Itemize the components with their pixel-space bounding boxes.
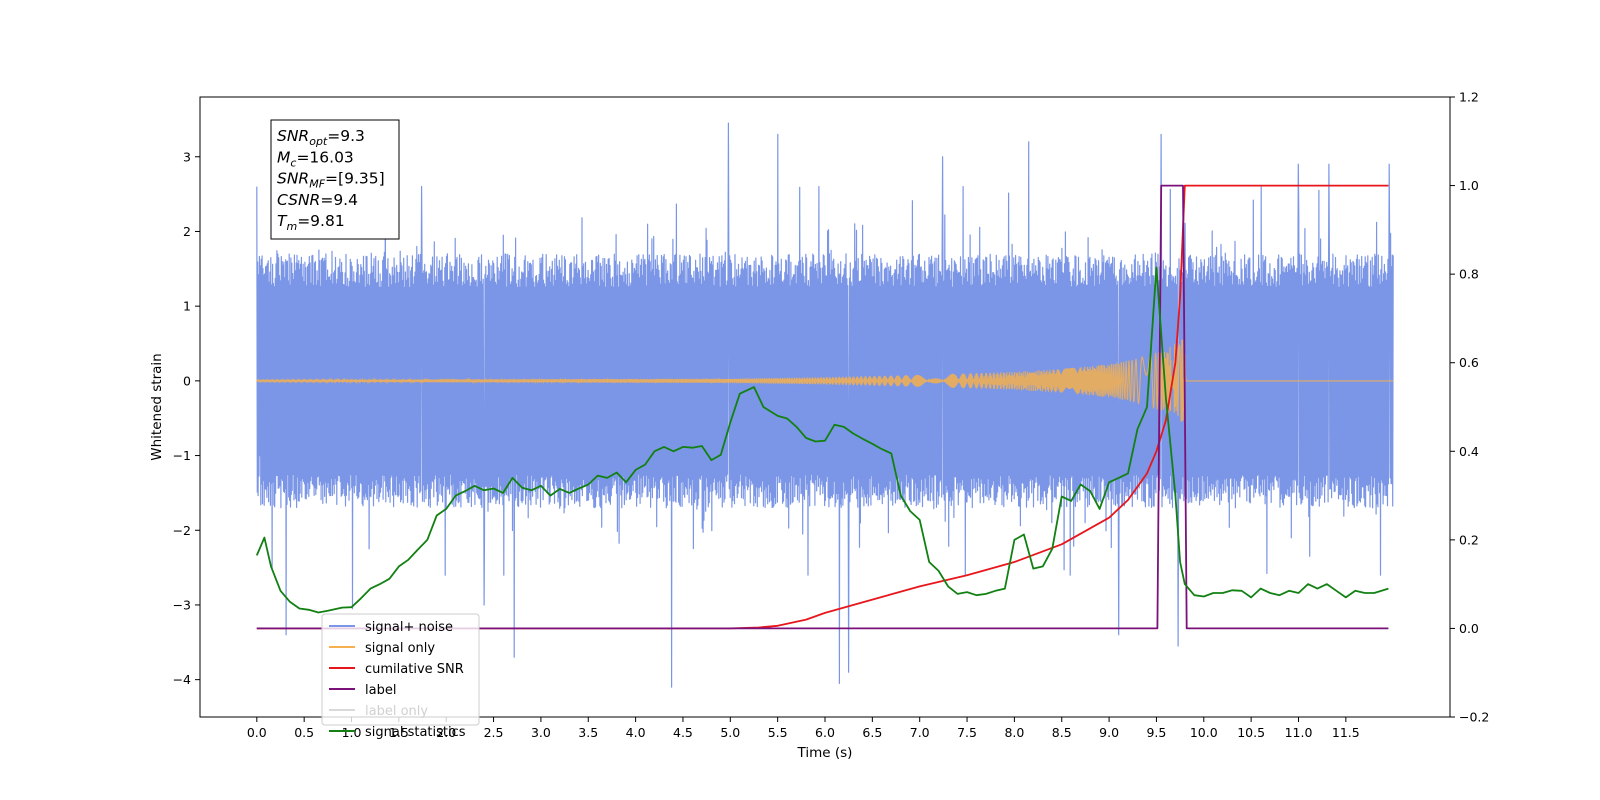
x-tick-label: 1.0 (342, 725, 362, 740)
series-signal-plus-noise (256, 122, 1394, 688)
x-tick-label: 9.0 (1099, 725, 1119, 740)
y-tick-label-right: 0.6 (1459, 355, 1479, 370)
x-tick-label: 6.5 (862, 725, 882, 740)
x-tick-label: 3.5 (578, 725, 598, 740)
x-tick-label: 8.0 (1004, 725, 1024, 740)
x-tick-label: 2.0 (436, 725, 456, 740)
legend-label: label (365, 683, 396, 698)
info-box-line: Tm=9.81 (277, 212, 345, 233)
y-tick-label-left: 0 (183, 373, 191, 388)
y-tick-label-right: 0.2 (1459, 532, 1479, 547)
x-tick-label: 1.5 (389, 725, 409, 740)
x-tick-label: 11.0 (1285, 725, 1313, 740)
x-tick-label: 11.5 (1332, 725, 1360, 740)
y-axis-label: Whitened strain (149, 353, 165, 460)
info-box-frame (270, 119, 400, 240)
legend-label: signal+ noise (365, 620, 453, 635)
y-tick-label-left: −2 (173, 523, 191, 538)
series-label (256, 184, 1389, 630)
y-tick-label-right: 1.2 (1459, 90, 1479, 105)
x-tick-label: 0.0 (247, 725, 267, 740)
series-signal-only (256, 339, 1394, 424)
x-tick-label: 10.5 (1237, 725, 1265, 740)
info-box-line: SNRMF=[9.35] (277, 170, 385, 191)
y-tick-label-left: 1 (183, 299, 191, 314)
y-tick-label-right: 0.8 (1459, 267, 1479, 282)
x-tick-label: 5.0 (720, 725, 740, 740)
x-tick-label: 9.5 (1146, 725, 1166, 740)
x-tick-label: 2.5 (484, 725, 504, 740)
x-tick-label: 8.5 (1052, 725, 1072, 740)
x-tick-label: 3.0 (531, 725, 551, 740)
y-tick-label-right: 0.0 (1459, 621, 1479, 636)
series-cumilative-snr (256, 184, 1389, 630)
legend-label: label only (365, 704, 428, 719)
x-tick-label: 10.0 (1190, 725, 1218, 740)
x-tick-label: 7.0 (910, 725, 930, 740)
y-tick-label-left: −1 (173, 448, 191, 463)
legend-label: signal statistics (365, 725, 466, 740)
info-box-line: Mc=16.03 (277, 148, 354, 169)
y-tick-label-right: 1.0 (1459, 178, 1479, 193)
y-tick-label-left: −4 (173, 672, 191, 687)
x-axis-label: Time (s) (797, 745, 853, 761)
x-tick-label: 6.0 (815, 725, 835, 740)
y-tick-label-right: 0.4 (1459, 444, 1479, 459)
y-tick-label-left: 2 (183, 224, 191, 239)
legend-label: cumilative SNR (365, 662, 464, 677)
legend: signal+ noise signal only cumilative SNR la… (321, 613, 480, 740)
legend-frame (321, 613, 480, 726)
y-tick-label-left: 3 (183, 149, 191, 164)
y-tick-label-right: −0.2 (1459, 710, 1489, 725)
legend-label: signal only (365, 641, 435, 656)
y-tick-label-left: −3 (173, 597, 191, 612)
info-box-line: CSNR=9.4 (277, 191, 358, 209)
x-tick-label: 4.0 (626, 725, 646, 740)
x-tick-label: 0.5 (294, 725, 314, 740)
series-signal-statistics (255, 266, 1389, 614)
x-tick-label: 5.5 (768, 725, 788, 740)
x-tick-label: 7.5 (957, 725, 977, 740)
info-box-line: SNRopt=9.3 (277, 127, 365, 148)
x-tick-label: 4.5 (673, 725, 693, 740)
